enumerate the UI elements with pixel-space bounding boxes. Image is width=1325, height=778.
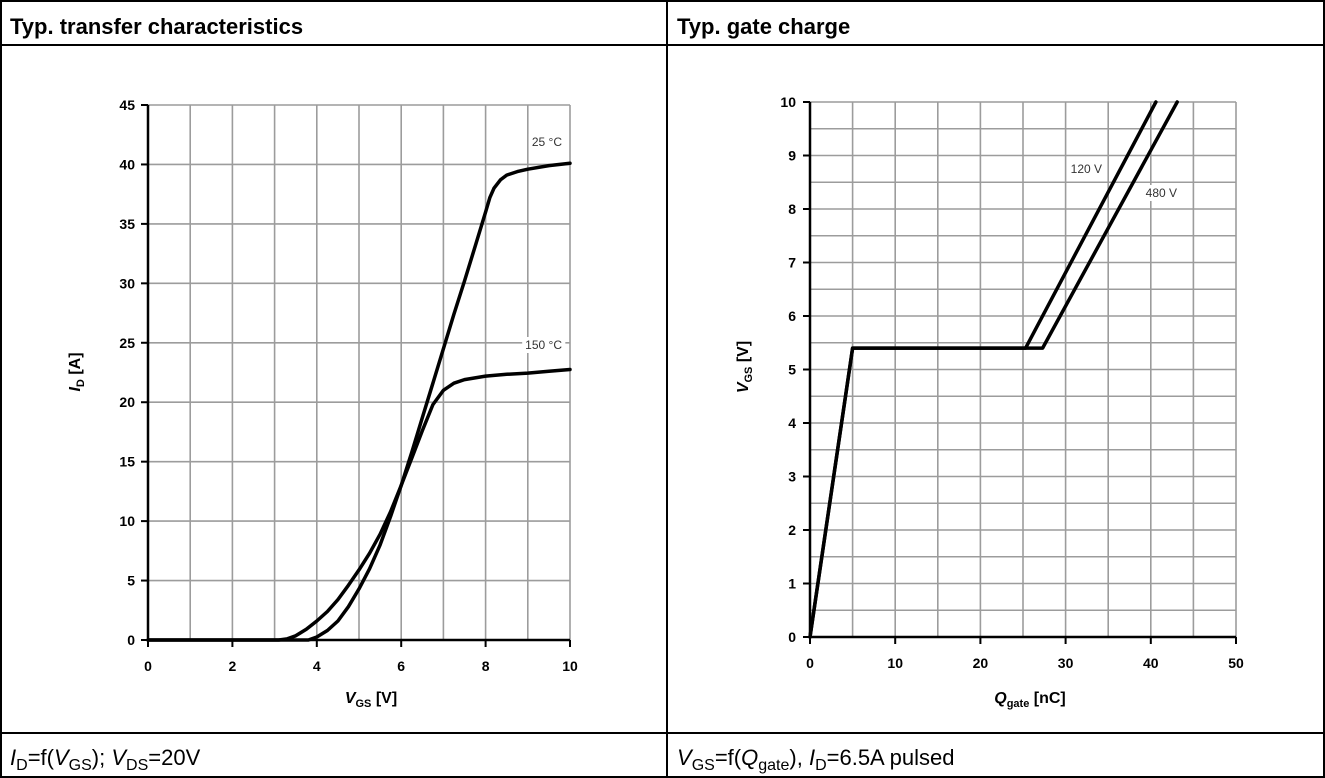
y-tick-label: 8 (788, 201, 796, 217)
x-tick-label: 0 (144, 658, 152, 674)
text-segment: D (16, 757, 28, 774)
y-tick-label: 30 (119, 275, 135, 291)
text-segment: D (75, 379, 87, 388)
y-tick-label: 1 (788, 576, 796, 592)
text-segment: Q (741, 745, 759, 770)
text-segment: ), (789, 745, 809, 770)
y-tick-label: 0 (788, 629, 796, 645)
y-tick-label: 25 (119, 335, 135, 351)
text-segment: GS (743, 366, 755, 383)
text-segment: V (735, 382, 752, 394)
header-divider (0, 44, 1325, 46)
text-segment: D (815, 757, 827, 774)
series-line (146, 161, 572, 642)
y-axis-title-transfer: ID [A] (67, 352, 87, 391)
x-tick-label: 2 (229, 658, 237, 674)
y-tick-label: 45 (119, 97, 135, 113)
text-segment: V (111, 745, 127, 770)
text-segment: I (808, 745, 816, 770)
y-tick-label: 6 (788, 308, 796, 324)
column-divider (666, 0, 668, 778)
y-tick-label: 4 (788, 415, 796, 431)
series-label: 25 °C (532, 135, 562, 149)
y-tick-label: 5 (127, 573, 135, 589)
x-tick-label: 10 (887, 655, 903, 671)
text-segment: =6.5A pulsed (826, 745, 955, 770)
x-tick-label: 0 (806, 655, 814, 671)
text-segment: =f( (27, 745, 54, 770)
text-segment: V (344, 690, 356, 707)
text-segment: GS (691, 757, 715, 774)
text-segment: =20V (148, 745, 201, 770)
text-segment: [A] (67, 352, 84, 380)
y-tick-label: 0 (127, 632, 135, 648)
text-segment: V (677, 745, 692, 770)
series-label: 120 V (1071, 162, 1102, 176)
y-tick-label: 20 (119, 394, 135, 410)
text-segment: GS (68, 757, 92, 774)
caption-divider (0, 732, 1325, 734)
y-tick-label: 10 (119, 513, 135, 529)
x-axis-title-gate-charge: Qgate [nC] (994, 690, 1066, 710)
panel-title-transfer-characteristics: Typ. transfer characteristics (10, 14, 304, 39)
x-tick-label: 4 (313, 658, 321, 674)
text-segment: [nC] (1029, 690, 1066, 707)
y-tick-label: 10 (780, 94, 796, 110)
y-tick-label: 9 (788, 148, 796, 164)
x-tick-label: 10 (562, 658, 578, 674)
caption-transfer: ID=f(VGS); VDS=20V (10, 745, 200, 775)
text-segment: gate (1006, 698, 1030, 710)
x-axis-title-transfer: VGS [V] (345, 690, 397, 710)
y-tick-label: 15 (119, 454, 135, 470)
y-axis-title-gate-charge: VGS [V] (735, 341, 755, 393)
text-segment: V (53, 745, 69, 770)
x-tick-label: 6 (397, 658, 405, 674)
series-label-background (1067, 161, 1105, 177)
y-tick-label: 2 (788, 522, 796, 538)
series-label: 480 V (1146, 186, 1177, 200)
series-label-background (1142, 185, 1180, 201)
text-segment: gate (758, 757, 790, 774)
chart-1-plot-area: 0 5 10 15 20 25 30 35 40 45 0 2 4 6 8 10 25 °C 150 °C (119, 97, 578, 674)
text-segment: =f( (714, 745, 742, 770)
x-tick-label: 50 (1228, 655, 1244, 671)
y-tick-label: 5 (788, 362, 796, 378)
text-segment: [V] (735, 340, 752, 367)
series-line (808, 100, 1179, 639)
text-segment: I (67, 387, 84, 392)
x-tick-label: 30 (1058, 655, 1074, 671)
y-tick-label: 7 (788, 255, 796, 271)
text-segment: I (10, 745, 17, 770)
series-line (146, 367, 572, 642)
x-tick-label: 40 (1143, 655, 1159, 671)
text-segment: GS (355, 698, 372, 710)
caption-gate-charge: VGS=f(Qgate), ID=6.5A pulsed (677, 745, 954, 775)
panel-title-gate-charge: Typ. gate charge (677, 14, 851, 39)
text-segment: DS (126, 757, 149, 774)
y-tick-label: 40 (119, 156, 135, 172)
y-tick-label: 3 (788, 469, 796, 485)
series-label-background (522, 337, 566, 353)
y-tick-label: 35 (119, 216, 135, 232)
x-tick-label: 20 (973, 655, 989, 671)
x-tick-label: 8 (482, 658, 490, 674)
text-segment: Q (994, 690, 1007, 707)
text-segment: ); (91, 745, 112, 770)
chart-2-plot-area: 0 1 2 3 4 5 6 7 8 9 10 0 10 20 30 40 50 120 V 480 V (780, 94, 1244, 671)
text-segment: [V] (371, 690, 398, 707)
series-label-background (528, 134, 566, 150)
series-label: 150 °C (525, 338, 562, 352)
